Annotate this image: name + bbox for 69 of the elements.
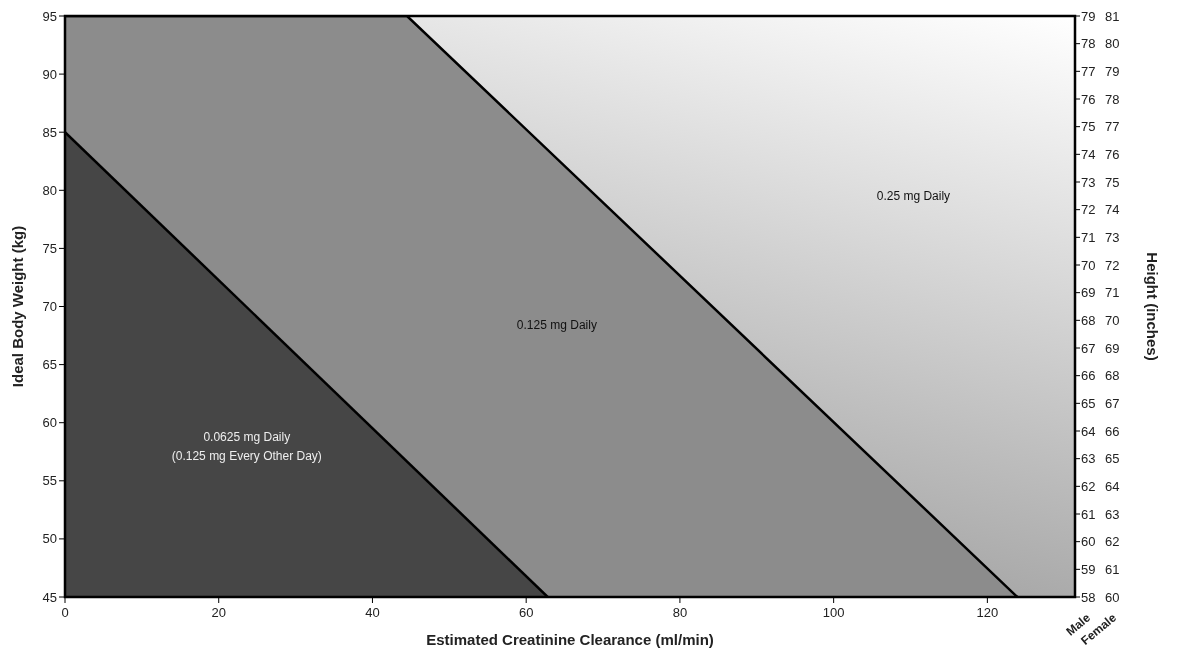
y3-tick-label: 69 <box>1105 340 1120 356</box>
y-tick-label: 75 <box>42 240 57 256</box>
y-tick-label: 70 <box>42 299 57 315</box>
y2-tick-label: 75 <box>1081 119 1096 135</box>
y3-tick-label: 60 <box>1105 589 1120 605</box>
y2-tick-label: 69 <box>1081 285 1096 301</box>
y2-tick-label: 61 <box>1081 506 1096 522</box>
x-axis-title: Estimated Creatinine Clearance (ml/min) <box>426 631 714 648</box>
y2-tick-label: 67 <box>1081 340 1096 356</box>
y3-tick-label: 81 <box>1105 8 1120 24</box>
y3-tick-label: 73 <box>1105 229 1120 245</box>
y-tick-label: 55 <box>42 473 57 489</box>
y3-tick-label: 74 <box>1105 202 1120 218</box>
y-tick-label: 45 <box>42 589 57 605</box>
y2-axis-title: Height (inches) <box>1144 252 1161 361</box>
y2-tick-label: 68 <box>1081 312 1096 328</box>
y-axis-title: Ideal Body Weight (kg) <box>9 225 26 388</box>
y3-tick-label: 80 <box>1105 36 1120 52</box>
x-tick-label: 40 <box>365 605 380 620</box>
y2-tick-label: 62 <box>1081 478 1096 494</box>
y3-tick-label: 77 <box>1105 119 1120 135</box>
y2-tick-label: 65 <box>1081 395 1096 411</box>
y2-tick-label: 77 <box>1081 63 1096 79</box>
annotation: 0.0625 mg Daily <box>203 430 291 445</box>
y-tick-label: 60 <box>42 415 57 431</box>
y2-tick-label: 60 <box>1081 534 1096 550</box>
y3-tick-label: 67 <box>1105 395 1120 411</box>
y2-tick-label: 78 <box>1081 36 1096 52</box>
annotation: 0.25 mg Daily <box>876 189 951 204</box>
y3-tick-label: 68 <box>1105 368 1120 384</box>
y2-tick-label: 73 <box>1081 174 1096 190</box>
x-tick-label: 60 <box>518 605 534 620</box>
y3-tick-label: 75 <box>1105 174 1120 190</box>
y3-tick-label: 72 <box>1105 257 1120 273</box>
y-tick-label: 90 <box>42 66 57 82</box>
y2-tick-label: 79 <box>1081 8 1096 24</box>
y3-tick-label: 66 <box>1105 423 1120 439</box>
annotation: (0.125 mg Every Other Day) <box>171 449 322 464</box>
y3-tick-label: 76 <box>1105 146 1120 162</box>
y3-tick-label: 62 <box>1105 534 1120 550</box>
y2-tick-label: 72 <box>1081 202 1096 218</box>
y3-tick-label: 64 <box>1105 478 1120 494</box>
y2-tick-label: 58 <box>1081 589 1096 605</box>
x-tick-label: 0 <box>61 605 69 620</box>
y3-tick-label: 63 <box>1105 506 1120 522</box>
y3-tick-label: 70 <box>1105 312 1120 328</box>
y2-tick-label: 74 <box>1081 146 1096 162</box>
y-tick-label: 85 <box>42 124 57 140</box>
x-tick-label: 100 <box>822 605 845 620</box>
annotation: 0.125 mg Daily <box>516 318 597 333</box>
y3-tick-label: 61 <box>1105 561 1120 577</box>
x-tick-label: 80 <box>672 605 688 620</box>
y3-tick-label: 65 <box>1105 451 1120 467</box>
y2-tick-label: 63 <box>1081 451 1096 467</box>
x-tick-label: 20 <box>211 605 226 620</box>
y3-tick-label: 79 <box>1105 63 1120 79</box>
y2-tick-label: 66 <box>1081 368 1096 384</box>
y-tick-label: 65 <box>42 357 57 373</box>
y-tick-label: 50 <box>42 531 57 547</box>
y-tick-label: 95 <box>42 8 57 24</box>
y3-tick-label: 71 <box>1105 285 1120 301</box>
y-tick-label: 80 <box>42 182 57 198</box>
y2-tick-label: 64 <box>1081 423 1096 439</box>
y2-tick-label: 70 <box>1081 257 1096 273</box>
y2-tick-label: 76 <box>1081 91 1096 107</box>
y2-tick-label: 71 <box>1081 229 1096 245</box>
y2-tick-label: 59 <box>1081 561 1096 577</box>
x-tick-label: 120 <box>976 605 999 620</box>
y3-tick-label: 78 <box>1105 91 1120 107</box>
